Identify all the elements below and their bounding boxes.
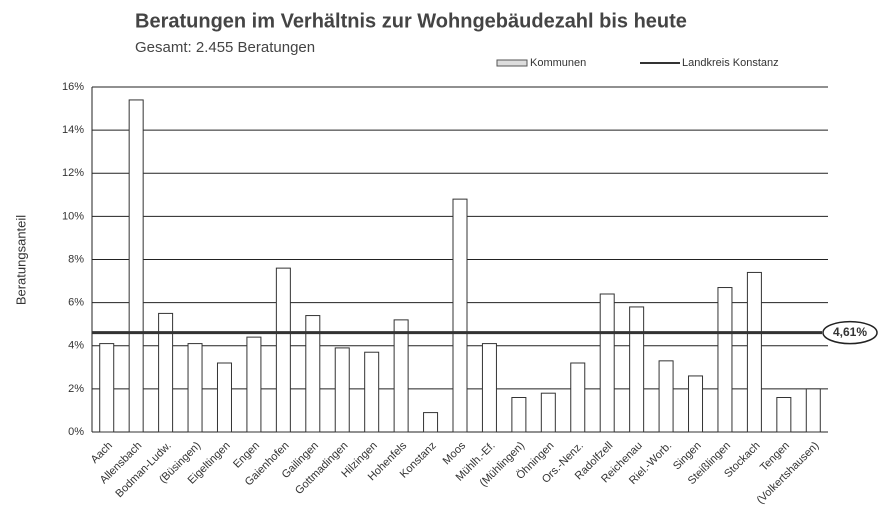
bar (570, 362, 586, 433)
bar (246, 336, 262, 433)
bar (187, 343, 203, 433)
bar (599, 293, 615, 433)
reference-label: 4,61% (833, 325, 867, 339)
bar (481, 343, 497, 433)
bar (216, 362, 232, 433)
y-tick-label: 16% (62, 81, 84, 93)
bar (688, 375, 704, 433)
y-tick-label: 4% (68, 340, 84, 352)
bar (423, 412, 439, 433)
bar (364, 351, 380, 433)
y-tick-label: 14% (62, 124, 84, 136)
bar (629, 306, 645, 433)
y-tick-label: 2% (68, 383, 84, 395)
legend-swatch (496, 59, 528, 67)
bar (540, 392, 556, 433)
chart-subtitle: Gesamt: 2.455 Beratungen (135, 39, 315, 56)
bar (334, 347, 350, 433)
x-tick-label: Aach (89, 440, 115, 466)
y-tick-label: 6% (68, 297, 84, 309)
bar (717, 287, 733, 433)
bar (658, 360, 674, 433)
bar (452, 198, 468, 433)
bar (158, 312, 174, 433)
legend-label: Landkreis Konstanz (682, 57, 779, 69)
y-tick-label: 12% (62, 167, 84, 179)
bar (99, 343, 115, 433)
bar (776, 397, 792, 433)
bar (393, 319, 409, 433)
bar (128, 99, 144, 433)
legend-label: Kommunen (530, 57, 586, 69)
y-tick-label: 10% (62, 210, 84, 222)
bar (305, 315, 321, 433)
y-tick-label: 0% (68, 426, 84, 438)
bar (511, 397, 527, 433)
bar (746, 271, 762, 433)
reference-label-circle (822, 320, 878, 345)
y-axis-label: Beratungsanteil (13, 215, 28, 305)
x-tick-label: Moos (441, 439, 469, 467)
chart-title: Beratungen im Verhältnis zur Wohngebäude… (135, 10, 687, 32)
bar (275, 267, 291, 433)
y-tick-label: 8% (68, 253, 84, 265)
bar (805, 388, 821, 433)
